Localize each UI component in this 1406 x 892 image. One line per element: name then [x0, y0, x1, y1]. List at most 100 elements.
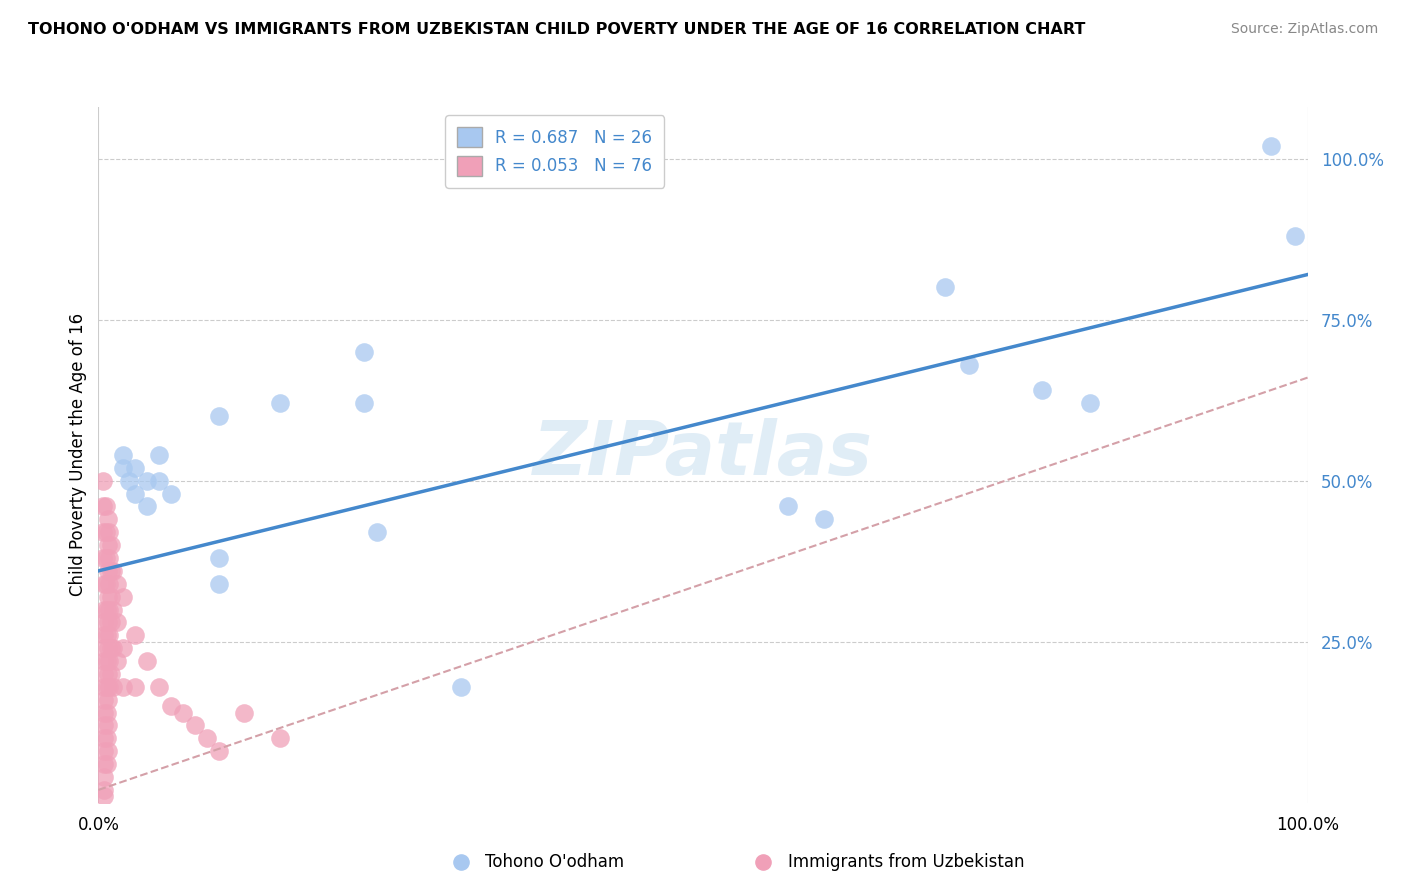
- Point: [101, 602, 124, 616]
- Point: [105, 615, 128, 630]
- Point: [752, 850, 775, 864]
- Point: [111, 680, 134, 694]
- Point: [208, 744, 231, 758]
- Point: [353, 396, 375, 410]
- Text: TOHONO O'ODHAM VS IMMIGRANTS FROM UZBEKISTAN CHILD POVERTY UNDER THE AGE OF 16 C: TOHONO O'ODHAM VS IMMIGRANTS FROM UZBEKI…: [28, 22, 1085, 37]
- Point: [208, 576, 231, 591]
- Point: [232, 706, 254, 720]
- Point: [124, 486, 146, 500]
- Point: [93, 706, 115, 720]
- Point: [97, 564, 120, 578]
- Point: [93, 641, 115, 656]
- Point: [1284, 228, 1306, 243]
- Point: [93, 770, 115, 784]
- Point: [135, 474, 157, 488]
- Point: [98, 576, 121, 591]
- Point: [96, 654, 118, 668]
- Point: [101, 680, 124, 694]
- Point: [124, 680, 146, 694]
- Point: [105, 576, 128, 591]
- Point: [148, 474, 170, 488]
- Point: [813, 512, 835, 526]
- Point: [93, 783, 115, 797]
- Point: [97, 538, 120, 552]
- Point: [96, 757, 118, 772]
- Point: [98, 525, 121, 540]
- Point: [93, 757, 115, 772]
- Point: [135, 654, 157, 668]
- Text: Immigrants from Uzbekistan: Immigrants from Uzbekistan: [787, 853, 1024, 871]
- Point: [94, 500, 117, 514]
- Point: [101, 564, 124, 578]
- Point: [93, 602, 115, 616]
- Point: [269, 396, 291, 410]
- Point: [97, 590, 120, 604]
- Point: [98, 551, 121, 566]
- Point: [118, 474, 141, 488]
- Point: [94, 551, 117, 566]
- Point: [148, 680, 170, 694]
- Point: [96, 628, 118, 642]
- Point: [957, 358, 980, 372]
- Text: ZIPatlas: ZIPatlas: [533, 418, 873, 491]
- Point: [93, 744, 115, 758]
- Point: [100, 667, 122, 681]
- Text: Source: ZipAtlas.com: Source: ZipAtlas.com: [1230, 22, 1378, 37]
- Point: [97, 692, 120, 706]
- Point: [124, 628, 146, 642]
- Point: [91, 525, 114, 540]
- Point: [93, 680, 115, 694]
- Point: [148, 448, 170, 462]
- Point: [100, 641, 122, 656]
- Point: [100, 615, 122, 630]
- Point: [111, 460, 134, 475]
- Point: [135, 500, 157, 514]
- Point: [98, 602, 121, 616]
- Point: [91, 551, 114, 566]
- Point: [93, 731, 115, 746]
- Point: [1031, 384, 1053, 398]
- Point: [184, 718, 207, 732]
- Point: [101, 641, 124, 656]
- Point: [450, 680, 472, 694]
- Point: [160, 699, 183, 714]
- Point: [93, 718, 115, 732]
- Point: [934, 280, 956, 294]
- Point: [97, 744, 120, 758]
- Point: [111, 590, 134, 604]
- Point: [93, 667, 115, 681]
- Point: [97, 615, 120, 630]
- Point: [96, 706, 118, 720]
- Point: [96, 602, 118, 616]
- Point: [1260, 138, 1282, 153]
- Point: [208, 551, 231, 566]
- Point: [96, 731, 118, 746]
- Point: [93, 615, 115, 630]
- Point: [91, 500, 114, 514]
- Point: [96, 680, 118, 694]
- Point: [100, 590, 122, 604]
- Point: [100, 564, 122, 578]
- Point: [93, 576, 115, 591]
- Point: [94, 525, 117, 540]
- Point: [98, 628, 121, 642]
- Point: [97, 512, 120, 526]
- Point: [97, 641, 120, 656]
- Point: [98, 654, 121, 668]
- Point: [100, 538, 122, 552]
- Point: [366, 525, 388, 540]
- Point: [208, 409, 231, 424]
- Point: [111, 448, 134, 462]
- Point: [195, 731, 218, 746]
- Point: [111, 641, 134, 656]
- Point: [269, 731, 291, 746]
- Point: [93, 692, 115, 706]
- Point: [1078, 396, 1101, 410]
- Legend: R = 0.687   N = 26, R = 0.053   N = 76: R = 0.687 N = 26, R = 0.053 N = 76: [446, 115, 664, 187]
- Point: [172, 706, 194, 720]
- Point: [353, 344, 375, 359]
- Point: [97, 667, 120, 681]
- Point: [776, 500, 799, 514]
- Point: [105, 654, 128, 668]
- Point: [97, 718, 120, 732]
